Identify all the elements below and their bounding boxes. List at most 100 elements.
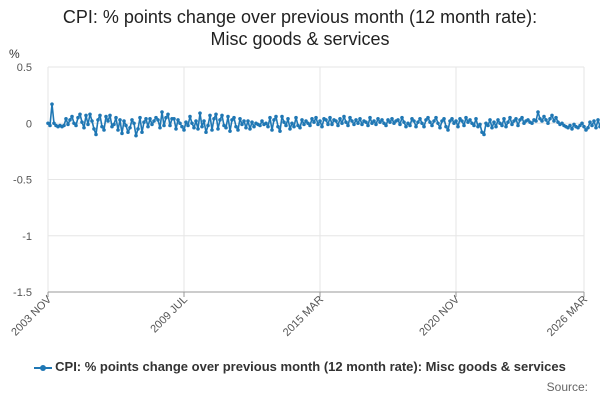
data-point	[102, 128, 106, 132]
data-point	[148, 116, 152, 121]
data-point	[294, 115, 298, 120]
y-axis-unit-label: %	[9, 47, 20, 61]
data-point	[108, 113, 112, 118]
data-point	[176, 118, 180, 122]
data-point	[590, 123, 594, 128]
data-point	[152, 119, 156, 123]
data-point	[534, 119, 538, 123]
x-tick-label: 2026 MAR	[545, 294, 590, 339]
data-point	[226, 114, 230, 119]
x-tick-label: 2009 JUL	[148, 294, 190, 336]
data-point	[278, 129, 282, 133]
data-point	[320, 124, 324, 129]
data-point	[104, 114, 108, 119]
legend-label: CPI: % points change over previous month…	[55, 359, 566, 374]
data-point	[122, 119, 126, 123]
data-point	[156, 118, 160, 122]
data-point	[224, 125, 228, 130]
data-point	[442, 116, 446, 121]
data-point	[80, 120, 84, 124]
data-point	[202, 119, 206, 123]
data-point	[292, 124, 296, 129]
data-point	[580, 121, 584, 126]
data-point	[188, 114, 192, 119]
data-point	[456, 124, 460, 129]
data-point	[62, 123, 66, 128]
data-point	[196, 127, 200, 131]
data-point	[164, 115, 168, 120]
y-tick-label: -1	[22, 231, 32, 243]
data-point	[472, 123, 476, 128]
data-point	[70, 114, 74, 119]
data-point	[212, 116, 216, 121]
data-point	[430, 123, 434, 128]
data-point	[228, 129, 232, 133]
data-point	[400, 115, 404, 120]
data-point	[482, 132, 486, 137]
data-point	[416, 120, 420, 124]
data-point	[216, 127, 220, 131]
data-point	[368, 115, 372, 120]
data-point	[500, 123, 504, 128]
data-point	[218, 118, 222, 122]
data-point	[366, 123, 370, 128]
data-point	[150, 122, 154, 127]
data-point	[280, 114, 284, 119]
data-point	[516, 123, 520, 128]
data-point	[342, 114, 346, 119]
data-point	[592, 119, 596, 123]
data-point	[504, 124, 508, 129]
data-point	[436, 121, 440, 126]
data-point	[496, 118, 500, 122]
data-point	[398, 122, 402, 127]
data-point	[338, 116, 342, 121]
data-point	[384, 123, 388, 128]
data-point	[234, 124, 238, 129]
data-point	[120, 131, 124, 136]
data-point	[162, 123, 166, 128]
data-point	[468, 118, 472, 122]
chart-title: CPI: % points change over previous month…	[0, 6, 600, 50]
data-point	[186, 123, 190, 128]
data-point	[420, 121, 424, 126]
data-point	[302, 122, 306, 127]
data-point	[246, 119, 250, 123]
data-point	[536, 110, 540, 114]
data-point	[506, 120, 510, 124]
data-point	[520, 115, 524, 120]
data-point	[310, 116, 314, 121]
data-point	[182, 128, 186, 132]
data-point	[82, 125, 86, 130]
data-point	[336, 123, 340, 128]
data-point	[334, 119, 338, 123]
data-point	[190, 121, 194, 126]
data-point	[258, 123, 262, 128]
data-point	[478, 122, 482, 127]
data-point	[494, 124, 498, 129]
data-point	[142, 120, 146, 124]
data-point	[544, 118, 548, 122]
data-point	[158, 125, 162, 130]
data-point	[428, 120, 432, 124]
data-point	[376, 116, 380, 121]
data-point	[508, 115, 512, 120]
data-point	[266, 124, 270, 129]
data-point	[174, 127, 178, 131]
data-point	[214, 112, 218, 117]
data-point	[326, 122, 330, 127]
data-point	[380, 118, 384, 122]
data-point	[178, 121, 182, 126]
data-point	[240, 122, 244, 127]
data-point	[288, 127, 292, 131]
data-point	[464, 115, 468, 120]
data-point	[318, 119, 322, 123]
data-point	[450, 116, 454, 121]
data-point	[408, 123, 412, 128]
data-point	[238, 116, 242, 121]
y-tick-label: -1.5	[13, 287, 32, 299]
data-point	[542, 114, 546, 119]
data-point	[268, 115, 272, 120]
data-point	[360, 122, 364, 127]
legend[interactable]: CPI: % points change over previous month…	[0, 359, 600, 374]
data-point	[300, 118, 304, 122]
